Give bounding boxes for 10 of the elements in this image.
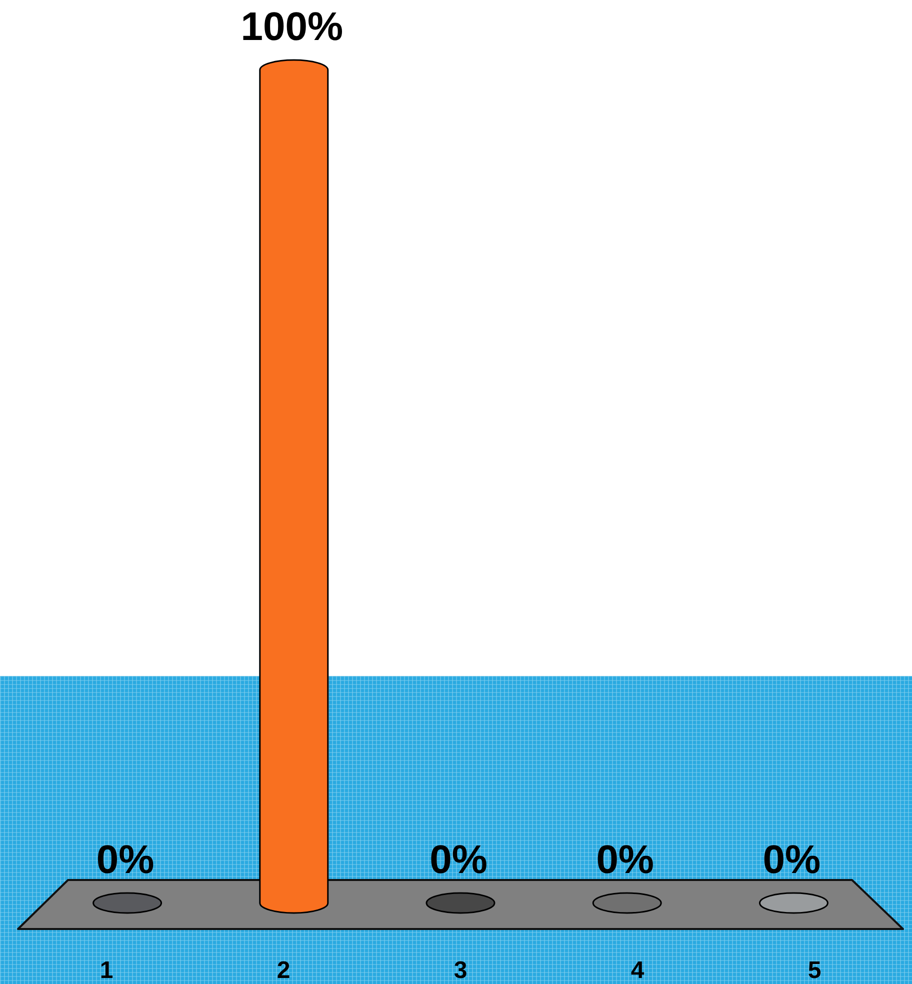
data-label: 0% xyxy=(762,838,821,882)
x-tick-label: 1 xyxy=(100,957,114,984)
x-tick-label: 4 xyxy=(630,957,645,984)
x-tick-label: 2 xyxy=(276,957,290,984)
data-label: 0% xyxy=(596,838,654,882)
x-tick-label: 5 xyxy=(808,957,822,984)
x-tick-label: 3 xyxy=(454,957,468,984)
data-label: 0% xyxy=(430,838,488,882)
data-label: 100% xyxy=(240,5,344,49)
data-label: 0% xyxy=(96,838,154,882)
